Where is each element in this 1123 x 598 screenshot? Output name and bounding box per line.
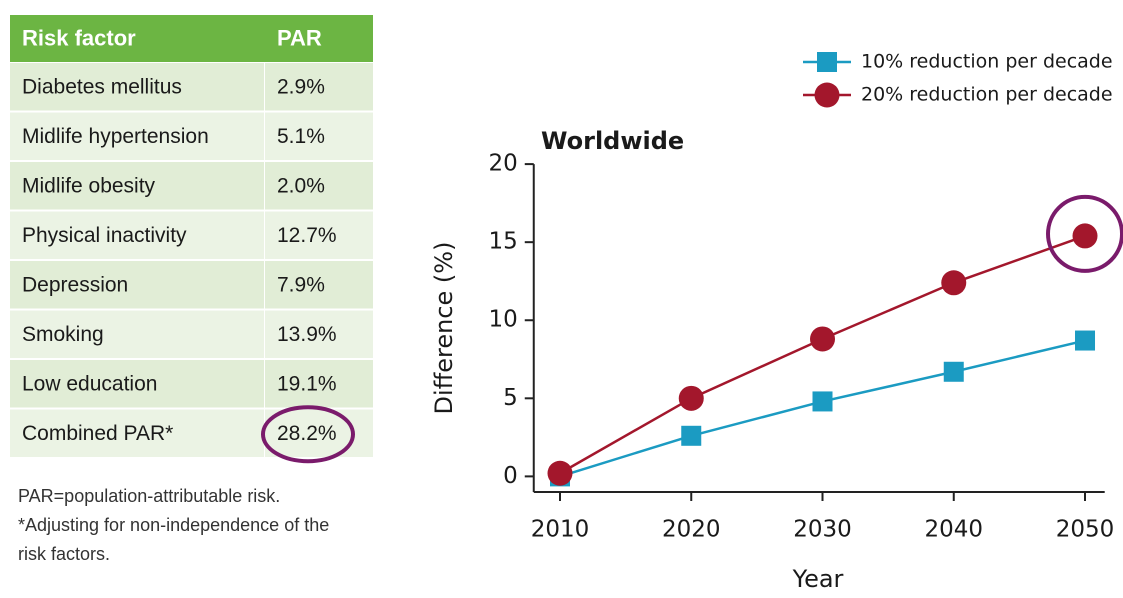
y-tick-label: 20 <box>488 151 517 177</box>
y-axis-title: Difference (%) <box>430 242 458 415</box>
table-row-bg <box>10 409 264 457</box>
point <box>1075 330 1096 351</box>
table-row-bg <box>265 310 373 358</box>
chart-title: Worldwide <box>541 127 684 155</box>
point <box>678 385 704 411</box>
table-cell: Physical inactivity <box>22 224 187 247</box>
point <box>812 391 833 412</box>
table-cell: 5.1% <box>277 125 325 148</box>
table-header-bg <box>10 15 373 62</box>
table-row-bg <box>265 162 373 210</box>
point <box>810 326 836 352</box>
table-cell: Midlife hypertension <box>22 125 209 148</box>
legend-marker <box>814 82 840 108</box>
table-row-bg <box>10 310 264 358</box>
table-row-bg <box>10 360 264 408</box>
footnote: *Adjusting for non-independence of the <box>18 515 329 535</box>
table-row-bg <box>10 112 264 160</box>
footnote: risk factors. <box>18 544 110 564</box>
table-cell: Diabetes mellitus <box>22 75 182 98</box>
x-tick-label: 2030 <box>793 517 852 543</box>
y-tick-label: 10 <box>488 307 517 333</box>
table-cell: Depression <box>22 273 128 296</box>
point <box>681 425 702 446</box>
table-row-bg <box>265 211 373 259</box>
table-row-bg <box>265 261 373 309</box>
series-line <box>559 234 1086 475</box>
point <box>547 460 573 486</box>
table-cell: Low education <box>22 372 157 395</box>
table-header: Risk factor <box>22 25 136 50</box>
y-tick-label: 5 <box>503 385 518 411</box>
table-cell: Combined PAR* <box>22 422 173 445</box>
table-row-bg <box>265 112 373 160</box>
table-cell: Smoking <box>22 323 104 346</box>
highlight-ring <box>261 405 355 464</box>
highlight-ring <box>1046 194 1123 273</box>
x-tick-label: 2040 <box>924 517 983 543</box>
table-cell: 28.2% <box>277 422 337 445</box>
point <box>943 361 964 382</box>
table-row-bg <box>10 261 264 309</box>
table-cell: 7.9% <box>277 273 325 296</box>
y-tick-label: 15 <box>488 229 517 255</box>
chart: Worldwide Year Difference (%) 0510152020… <box>430 51 1123 593</box>
x-tick-label: 2020 <box>662 517 721 543</box>
x-tick-label: 2050 <box>1056 517 1115 543</box>
point <box>1072 223 1098 249</box>
legend-marker <box>817 52 837 72</box>
table-header: PAR <box>277 25 322 50</box>
table-cell: 13.9% <box>277 323 337 346</box>
x-axis-title: Year <box>792 565 844 593</box>
table-cell: Midlife obesity <box>22 174 156 197</box>
table-row-bg <box>265 63 373 111</box>
footnote: PAR=population-attributable risk. <box>18 486 280 506</box>
table: Risk factor PAR Diabetes mellitus 2.9% Midli… <box>10 15 373 564</box>
point <box>941 270 967 296</box>
x-tick-label: 2010 <box>531 517 590 543</box>
legend-label: 10% reduction per decade <box>861 51 1113 73</box>
table-row-bg <box>10 162 264 210</box>
table-row-bg <box>10 63 264 111</box>
table-cell: 12.7% <box>277 224 337 247</box>
legend-label: 20% reduction per decade <box>861 84 1113 106</box>
y-tick-label: 0 <box>503 463 518 489</box>
table-cell: 2.0% <box>277 174 325 197</box>
table-row-bg <box>265 409 373 457</box>
table-cell: 19.1% <box>277 372 337 395</box>
table-row-bg <box>265 360 373 408</box>
table-cell: 2.9% <box>277 75 325 98</box>
table-row-bg <box>10 211 264 259</box>
